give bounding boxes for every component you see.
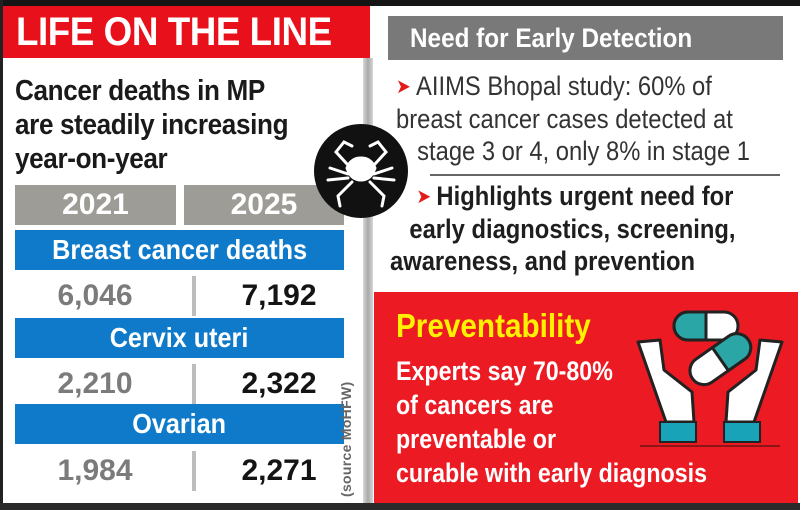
column-separator	[192, 364, 196, 404]
bullet-text: Highlights urgent need for	[436, 181, 734, 211]
column-separator	[192, 276, 196, 316]
column-separator	[192, 451, 196, 491]
year-header-2021: 2021	[15, 185, 176, 225]
separator-rule	[430, 174, 780, 176]
bottom-border	[0, 503, 800, 510]
value-2021: 1,984	[57, 454, 133, 487]
values-row-ovarian: 1,984 2,271	[15, 447, 344, 495]
text-line: Experts say 70-80%	[396, 356, 613, 386]
bullet-text: AIIMS Bhopal study: 60% of	[416, 71, 712, 101]
category-ovarian: Ovarian	[15, 404, 344, 444]
bullet-line: stage 3 or 4, only 8% in stage 1	[417, 136, 750, 166]
source-credit: (source MoHFW)	[338, 381, 354, 497]
text-line: preventable or	[396, 424, 557, 454]
intro-heading: Cancer deaths in MP are steadily increas…	[15, 74, 355, 176]
category-cervix: Cervix uteri	[15, 318, 344, 358]
intro-line: are steadily increasing	[15, 109, 289, 141]
bullet-line: ➤ Highlights urgent need for	[390, 180, 735, 213]
panel-divider	[363, 58, 373, 503]
value-2021: 2,210	[57, 367, 133, 400]
title-text: Preventability	[396, 307, 591, 344]
category-label: Ovarian	[132, 408, 227, 439]
hands-with-pills-icon	[636, 310, 784, 447]
text-line: of cancers are	[396, 390, 554, 420]
bullet-line: awareness, and prevention	[390, 246, 696, 276]
header-text: Need for Early Detection	[410, 23, 693, 53]
preventability-title: Preventability	[396, 306, 612, 346]
value-2025: 2,322	[241, 367, 317, 400]
preventability-box: Preventability Experts say 70-80% of can…	[374, 292, 798, 503]
top-border	[0, 0, 800, 6]
category-label: Breast cancer deaths	[52, 234, 307, 265]
category-breast: Breast cancer deaths	[15, 230, 344, 270]
red-arrow-bullet-icon: ➤	[396, 76, 411, 98]
early-detection-header: Need for Early Detection	[388, 16, 783, 60]
category-label: Cervix uteri	[110, 322, 249, 353]
title-banner: LIFE ON THE LINE	[3, 6, 370, 58]
red-arrow-bullet-icon: ➤	[416, 186, 432, 208]
title-text: LIFE ON THE LINE	[16, 10, 332, 54]
bullet-urgent-need: ➤ Highlights urgent need for early diagno…	[390, 180, 782, 277]
bullet-aiims-study: ➤ AIIMS Bhopal study: 60% of breast cance…	[396, 70, 788, 167]
values-row-breast: 6,046 7,192	[15, 272, 344, 320]
value-2025: 7,192	[241, 279, 317, 312]
value-2025: 2,271	[241, 454, 317, 487]
crab-glyph	[326, 140, 396, 208]
left-border	[0, 0, 3, 510]
intro-line: Cancer deaths in MP	[15, 75, 265, 107]
intro-line: year-on-year	[15, 143, 168, 175]
bullet-line: ➤ AIIMS Bhopal study: 60% of	[396, 70, 741, 103]
bullet-line: early diagnostics, screening,	[409, 214, 736, 244]
cancer-crab-icon	[314, 124, 408, 218]
values-row-cervix: 2,210 2,322	[15, 360, 344, 408]
year-header-2025: 2025	[184, 185, 344, 225]
bullet-line: breast cancer cases detected at	[396, 104, 733, 134]
preventability-text: Experts say 70-80% of cancers are preven…	[396, 354, 758, 490]
value-2021: 6,046	[57, 279, 133, 312]
text-line: curable with early diagnosis	[396, 458, 707, 488]
